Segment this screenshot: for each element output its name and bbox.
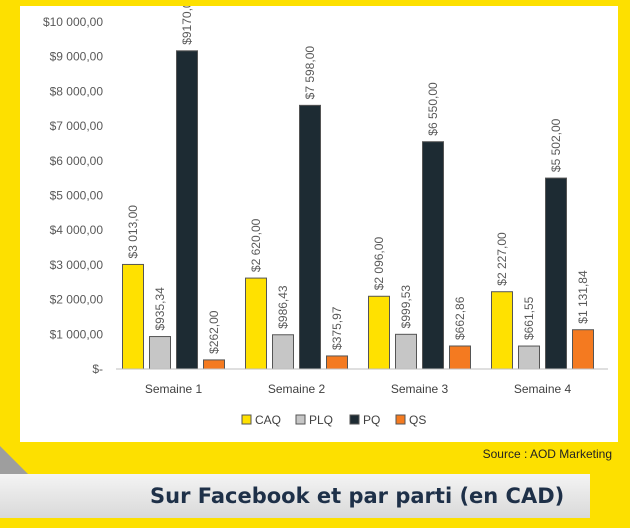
category-label: Semaine 3 bbox=[391, 382, 449, 396]
bar-pq bbox=[545, 177, 567, 370]
category-label: Semaine 2 bbox=[268, 382, 326, 396]
data-label: $1 131,84 bbox=[576, 270, 590, 324]
page-title: Sur Facebook et par parti (en CAD) bbox=[150, 484, 565, 508]
y-tick-label: $9 000,00 bbox=[50, 50, 104, 64]
source-note: Source : AOD Marketing bbox=[482, 447, 612, 461]
data-label: $5 502,00 bbox=[549, 118, 563, 172]
bar-plq bbox=[395, 333, 417, 370]
bar-qs bbox=[203, 359, 225, 370]
title-band bbox=[0, 474, 590, 518]
data-label: $262,00 bbox=[207, 310, 221, 354]
y-tick-label: $- bbox=[92, 362, 103, 376]
y-tick-label: $4 000,00 bbox=[50, 223, 104, 237]
y-tick-label: $6 000,00 bbox=[50, 154, 104, 168]
legend-label-pq: PQ bbox=[363, 413, 380, 427]
y-tick-label: $8 000,00 bbox=[50, 84, 104, 98]
data-label: $986,43 bbox=[276, 285, 290, 329]
data-label: $7 598,00 bbox=[303, 46, 317, 100]
bar-caq bbox=[491, 291, 513, 370]
y-axis: $- $1 000,00 $2 000,00 $3 000,00 $4 000,00 $5… bbox=[43, 15, 103, 376]
data-label: $661,55 bbox=[522, 296, 536, 340]
chart-panel: $- $1 000,00 $2 000,00 $3 000,00 $4 000,00 $5… bbox=[20, 6, 618, 442]
corner-fold bbox=[0, 446, 28, 474]
data-label: $3 013,00 bbox=[126, 205, 140, 259]
y-tick-label: $3 000,00 bbox=[50, 258, 104, 272]
y-tick-label: $10 000,00 bbox=[43, 15, 103, 29]
bar-pq bbox=[422, 141, 444, 370]
data-label: $935,34 bbox=[153, 287, 167, 331]
data-label: $375,97 bbox=[330, 306, 344, 350]
data-label: $6 550,00 bbox=[426, 82, 440, 136]
legend-swatch-caq bbox=[241, 414, 252, 425]
data-label: $9170,00 bbox=[180, 6, 194, 45]
data-label: $662,86 bbox=[453, 296, 467, 340]
y-tick-label: $7 000,00 bbox=[50, 119, 104, 133]
bar-caq bbox=[368, 295, 390, 370]
category-label: Semaine 4 bbox=[514, 382, 572, 396]
data-label: $999,53 bbox=[399, 285, 413, 329]
bar-plq bbox=[272, 334, 294, 370]
category-label: Semaine 1 bbox=[145, 382, 203, 396]
bars: $3 013,00 $935,34 $9170,00 $262,00 $2 620,00… bbox=[122, 6, 594, 370]
y-tick-label: $5 000,00 bbox=[50, 189, 104, 203]
legend-label-plq: PLQ bbox=[309, 413, 333, 427]
legend-swatch-qs bbox=[395, 414, 406, 425]
bar-caq bbox=[122, 263, 144, 370]
bar-qs bbox=[326, 355, 348, 370]
legend-swatch-pq bbox=[349, 414, 360, 425]
legend-swatch-plq bbox=[295, 414, 306, 425]
bar-qs bbox=[449, 345, 471, 370]
bar-chart: $- $1 000,00 $2 000,00 $3 000,00 $4 000,00 $5… bbox=[43, 6, 608, 427]
data-label: $2 620,00 bbox=[249, 218, 263, 272]
bar-plq bbox=[518, 345, 540, 370]
legend-label-qs: QS bbox=[409, 413, 426, 427]
bar-plq bbox=[149, 336, 171, 370]
bar-pq bbox=[176, 50, 198, 370]
legend: CAQ PLQ PQ QS bbox=[241, 413, 426, 427]
bar-qs bbox=[572, 329, 594, 370]
data-label: $2 227,00 bbox=[495, 232, 509, 286]
data-label: $2 096,00 bbox=[372, 237, 386, 291]
legend-label-caq: CAQ bbox=[255, 413, 281, 427]
y-tick-label: $1 000,00 bbox=[50, 327, 104, 341]
bar-caq bbox=[245, 277, 267, 370]
x-axis: Semaine 1 Semaine 2 Semaine 3 Semaine 4 bbox=[116, 368, 608, 396]
y-tick-label: $2 000,00 bbox=[50, 293, 104, 307]
bar-pq bbox=[299, 104, 321, 370]
